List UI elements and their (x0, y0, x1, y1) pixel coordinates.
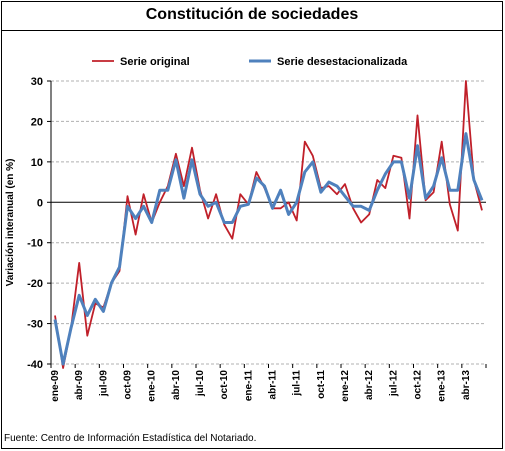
x-tick-label: oct-12 (413, 370, 424, 400)
y-axis-title: Variación interanual (en %) (5, 159, 16, 287)
x-tick-label: abr-10 (171, 370, 182, 400)
source-note: Fuente: Centro de Información Estadístic… (4, 433, 257, 444)
x-tick-label: ene-10 (147, 370, 158, 402)
series-lines (53, 80, 484, 369)
x-tick-label: oct-10 (219, 370, 230, 400)
axes (50, 81, 486, 364)
x-tick-label: ene-09 (50, 370, 61, 402)
series-line-original (54, 80, 483, 369)
y-tick-label: 20 (31, 116, 43, 128)
legend-label: Serie original (120, 56, 190, 68)
x-tick-label: jul-10 (195, 370, 206, 398)
x-tick-label: oct-11 (316, 370, 327, 399)
x-tick-label: jul-11 (292, 370, 303, 397)
grid-lines (51, 80, 486, 365)
x-tick-label: jul-12 (388, 370, 399, 398)
x-tick-label: abr-09 (74, 370, 85, 400)
legend-label: Serie desestacionalizada (277, 56, 408, 68)
y-tick-label: -30 (27, 319, 43, 331)
y-tick-labels: -40 -30 -20 -10 0 10 20 30 (27, 76, 51, 371)
x-tick-label: abr-13 (461, 370, 472, 400)
legend: Serie original Serie desestacionalizada (92, 56, 408, 68)
x-tick-label: abr-12 (364, 370, 375, 400)
y-tick-label: -20 (27, 278, 43, 290)
x-tick-label: ene-11 (243, 370, 254, 402)
y-tick-label: -40 (27, 359, 43, 371)
chart-title: Constitución de sociedades (1, 1, 503, 31)
x-tick-label: abr-11 (268, 370, 279, 400)
y-tick-label: 10 (31, 157, 43, 169)
x-tick-label: jul-09 (98, 370, 109, 398)
y-tick-label: -10 (27, 238, 43, 250)
x-tick-labels: ene-09 abr-09 jul-09 oct-09 ene-10 abr-10 jul-… (50, 364, 487, 402)
y-tick-label: 30 (31, 76, 43, 88)
x-tick-label: ene-12 (340, 370, 351, 402)
x-tick-label: ene-13 (437, 370, 448, 402)
series-line-desestacionalizada (53, 132, 484, 366)
y-tick-label: 0 (37, 197, 43, 209)
x-tick-label: oct-09 (123, 370, 134, 400)
